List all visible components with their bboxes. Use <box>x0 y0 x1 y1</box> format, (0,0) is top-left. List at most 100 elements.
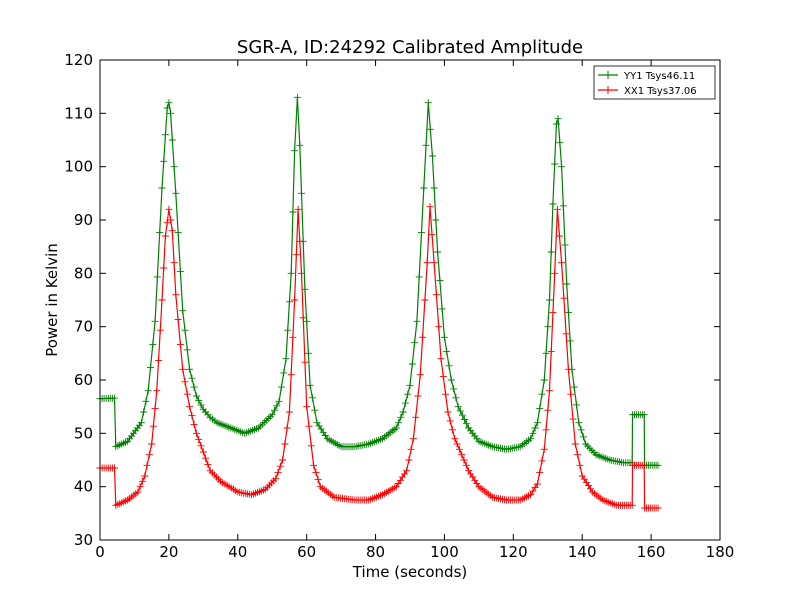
data-point <box>430 259 438 267</box>
data-point <box>419 333 427 341</box>
data-point <box>564 365 572 373</box>
data-point <box>440 333 448 341</box>
data-point <box>434 248 442 256</box>
data-point <box>428 231 436 239</box>
data-point <box>450 385 458 393</box>
data-point <box>168 227 176 235</box>
data-point <box>170 259 178 267</box>
data-point <box>570 383 578 391</box>
data-point <box>195 396 203 404</box>
data-point <box>452 394 460 402</box>
data-point <box>303 403 311 411</box>
plot-area <box>96 93 662 512</box>
data-point <box>456 407 464 415</box>
data-point <box>540 376 548 384</box>
data-point <box>654 461 662 469</box>
data-point <box>285 408 293 416</box>
data-point <box>165 205 173 213</box>
y-tick-label: 60 <box>74 371 93 389</box>
data-point <box>529 429 537 437</box>
data-point <box>432 216 440 224</box>
x-tick-label: 20 <box>159 543 178 561</box>
data-point <box>640 461 648 469</box>
data-point <box>527 491 535 499</box>
data-point <box>558 259 566 267</box>
data-point <box>273 402 281 410</box>
data-point <box>136 483 144 491</box>
data-point <box>567 390 575 398</box>
data-point <box>202 454 210 462</box>
data-point <box>141 472 149 480</box>
data-point <box>551 269 559 277</box>
data-point <box>447 376 455 384</box>
data-point <box>546 296 553 304</box>
x-tick-label: 40 <box>228 543 247 561</box>
data-point <box>158 184 166 192</box>
data-point <box>285 298 293 306</box>
data-point <box>527 435 535 443</box>
data-point <box>403 467 411 475</box>
data-point <box>139 477 146 485</box>
data-point <box>559 202 567 210</box>
data-point <box>161 131 169 139</box>
data-point <box>551 160 559 168</box>
data-point <box>280 369 288 377</box>
data-point <box>281 440 289 448</box>
data-point <box>556 139 564 147</box>
x-tick-label: 160 <box>637 543 666 561</box>
data-point <box>181 326 189 334</box>
data-point <box>284 326 292 334</box>
data-point <box>401 399 409 407</box>
data-point <box>303 317 311 325</box>
data-point <box>186 403 194 411</box>
y-tick-label: 80 <box>74 264 93 282</box>
data-point <box>158 296 166 304</box>
data-point <box>553 205 561 213</box>
data-point <box>538 457 546 465</box>
data-point <box>542 349 550 357</box>
y-tick-label: 100 <box>64 158 93 176</box>
data-point <box>540 445 548 453</box>
data-point <box>575 419 583 427</box>
data-point <box>292 251 300 259</box>
data-point <box>549 308 557 316</box>
data-point <box>426 125 434 133</box>
data-point <box>453 440 461 448</box>
data-point <box>282 355 290 363</box>
data-point <box>142 397 150 405</box>
y-axis-label: Power in Kelvin <box>43 243 61 357</box>
data-point <box>430 184 438 192</box>
chart-title: SGR-A, ID:24292 Calibrated Amplitude <box>237 37 583 58</box>
data-point <box>449 426 456 434</box>
data-point <box>179 307 187 315</box>
data-point <box>172 291 180 299</box>
data-point <box>426 203 434 211</box>
data-point <box>199 448 207 456</box>
data-point <box>176 268 184 276</box>
data-point <box>289 333 297 341</box>
x-tick-label: 180 <box>706 543 735 561</box>
data-point <box>149 422 157 430</box>
data-point <box>458 411 466 419</box>
data-point <box>533 419 541 427</box>
data-point <box>424 99 432 107</box>
data-point <box>460 416 468 423</box>
data-point <box>188 412 196 420</box>
data-point <box>294 205 302 213</box>
data-point <box>405 456 413 464</box>
data-point <box>542 426 550 434</box>
data-point <box>197 442 205 450</box>
legend-label: YY1 Tsys46.11 <box>623 71 695 82</box>
data-point <box>149 340 157 348</box>
data-point <box>566 337 574 345</box>
data-point <box>462 461 470 469</box>
data-point <box>544 323 552 331</box>
data-point <box>438 305 446 313</box>
data-point <box>463 420 470 428</box>
data-point <box>423 259 431 267</box>
data-point <box>181 378 189 386</box>
data-point <box>271 406 278 414</box>
y-tick-label: 110 <box>64 104 93 122</box>
data-point <box>312 468 320 476</box>
x-tick-label: 80 <box>366 543 385 561</box>
